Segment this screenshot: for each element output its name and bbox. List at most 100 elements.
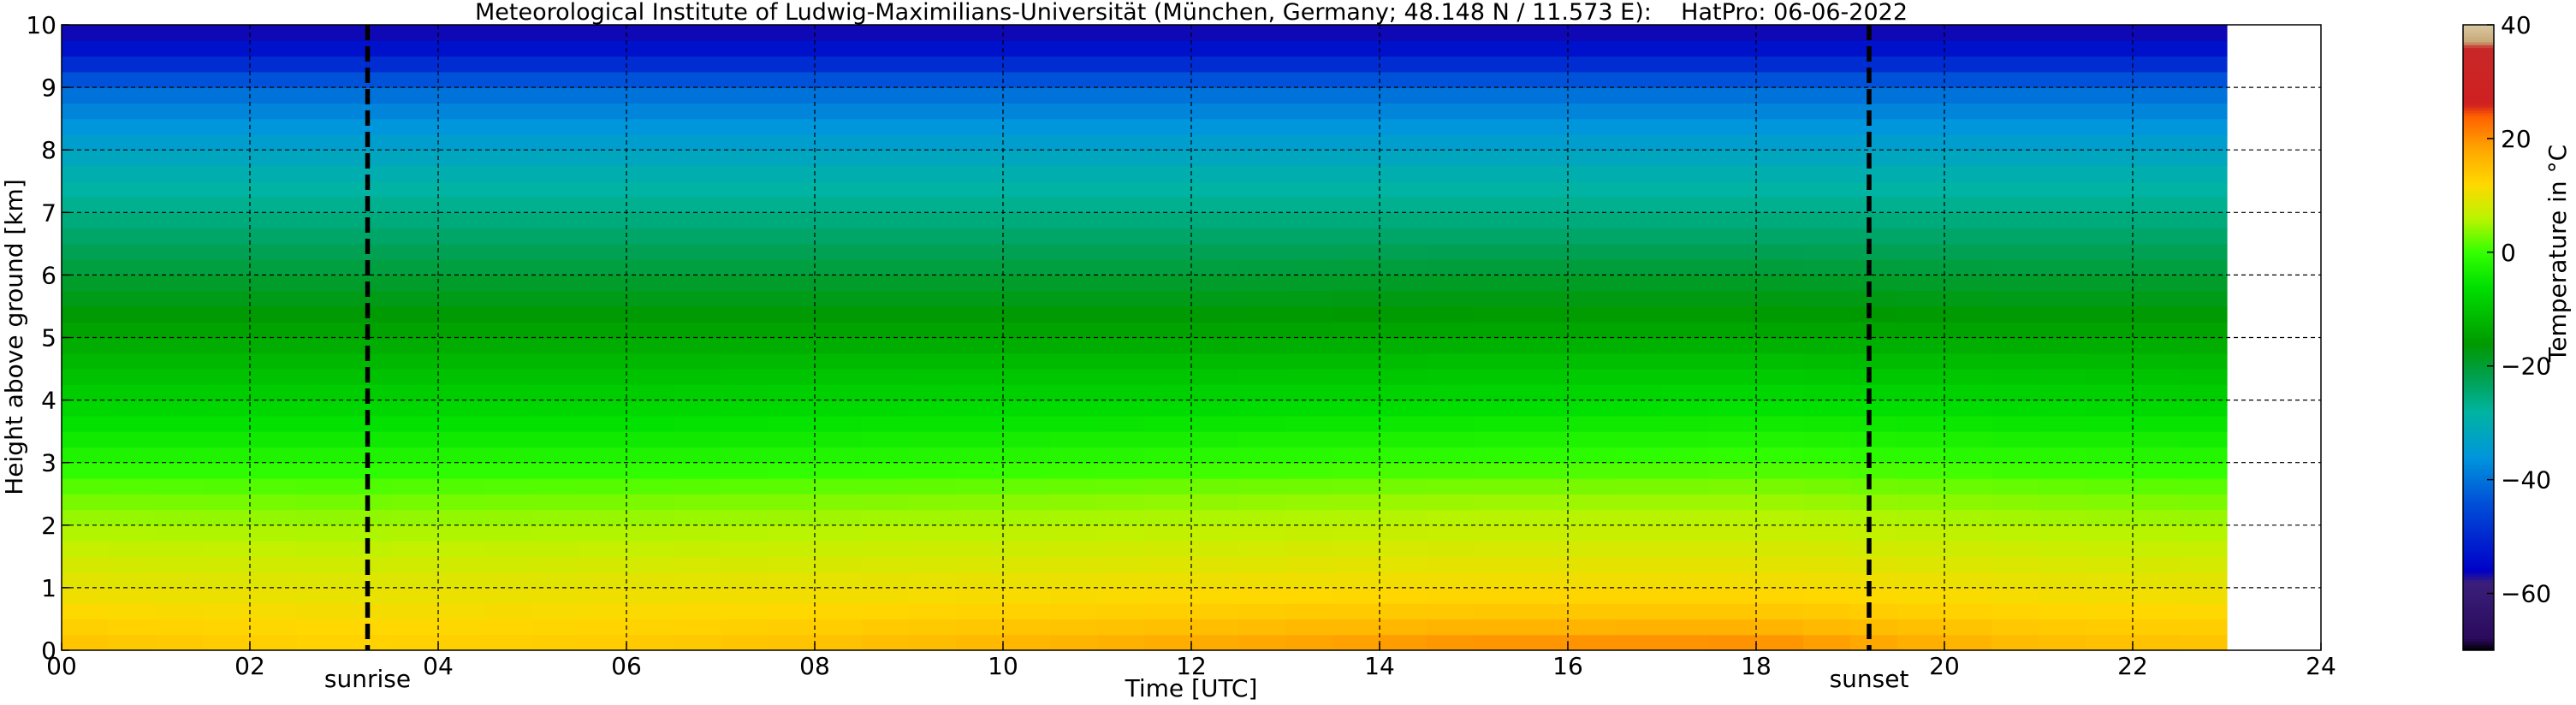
heatmap-cell [674, 572, 721, 589]
heatmap-cell [109, 150, 157, 167]
heatmap-cell [156, 228, 204, 245]
colorbar-segment [2463, 44, 2494, 49]
colorbar-segment [2463, 138, 2494, 142]
heatmap-cell [344, 337, 392, 354]
heatmap-cell [1756, 305, 1804, 323]
heatmap-cell [1662, 275, 1710, 292]
heatmap-cell [1003, 181, 1051, 198]
heatmap-cell [485, 290, 533, 307]
heatmap-cell [1050, 150, 1098, 167]
heatmap-cell [1191, 118, 1239, 135]
heatmap-cell [626, 369, 674, 385]
x-tick-label: 06 [611, 652, 642, 680]
heatmap-cell [1191, 259, 1239, 276]
heatmap-cell [721, 322, 769, 339]
heatmap-cell [1333, 118, 1380, 135]
heatmap-cell [956, 352, 1004, 370]
heatmap-cell [1144, 352, 1192, 370]
colorbar-segment [2463, 101, 2494, 105]
heatmap-cell [2086, 56, 2134, 73]
heatmap-cell [1191, 587, 1239, 604]
heatmap-cell [1991, 603, 2039, 620]
heatmap-cell [1568, 243, 1616, 260]
heatmap-cell [1850, 212, 1898, 229]
heatmap-cell [1803, 477, 1851, 495]
heatmap-cell [2086, 447, 2134, 464]
heatmap-cell [1709, 197, 1757, 213]
heatmap-cell [250, 87, 298, 104]
heatmap-cell [674, 56, 721, 73]
heatmap-cell [62, 305, 110, 323]
heatmap-cell [2133, 71, 2181, 88]
heatmap-cell [297, 212, 345, 229]
heatmap-cell [1474, 494, 1522, 511]
heatmap-cell [1756, 275, 1804, 292]
heatmap-cell [2039, 477, 2086, 495]
heatmap-cell [391, 384, 439, 401]
heatmap-cell [909, 181, 957, 198]
heatmap-cell [1050, 556, 1098, 573]
heatmap-cell [2180, 197, 2228, 213]
heatmap-cell [956, 494, 1004, 511]
heatmap-cell [1615, 259, 1663, 276]
colorbar-segment [2463, 593, 2494, 597]
heatmap-cell [2039, 384, 2086, 401]
heatmap-cell [1191, 384, 1239, 401]
heatmap-cell [1568, 556, 1616, 573]
colorbar-segment [2463, 206, 2494, 210]
heatmap-cell [250, 118, 298, 135]
heatmap-cell [2180, 431, 2228, 448]
colorbar-segment [2463, 431, 2494, 435]
heatmap-cell [909, 541, 957, 557]
heatmap-cell [956, 259, 1004, 276]
heatmap-cell [1991, 40, 2039, 57]
colorbar-segment [2463, 613, 2494, 617]
heatmap-cell [1050, 87, 1098, 104]
heatmap-cell [1050, 212, 1098, 229]
x-tick-label: 08 [799, 652, 830, 680]
heatmap-cell [485, 431, 533, 448]
heatmap-cell [909, 619, 957, 636]
heatmap-cell [1097, 619, 1145, 636]
heatmap-cell [1991, 524, 2039, 542]
heatmap-cell [2039, 56, 2086, 73]
heatmap-cell [485, 603, 533, 620]
heatmap-cell [2039, 228, 2086, 245]
heatmap-cell [721, 572, 769, 589]
heatmap-cell [2133, 243, 2181, 260]
colorbar-segment [2463, 570, 2494, 574]
colorbar-segment [2463, 281, 2494, 284]
heatmap-cell [1803, 431, 1851, 448]
heatmap-cell [862, 197, 910, 213]
colorbar-segment [2463, 47, 2494, 51]
heatmap-cell [862, 352, 910, 370]
colorbar-segment [2463, 201, 2494, 204]
heatmap-cell [1380, 305, 1427, 323]
heatmap-cell [579, 619, 627, 636]
heatmap-cell [297, 634, 345, 650]
heatmap-cell [815, 431, 863, 448]
heatmap-cell [1097, 462, 1145, 479]
heatmap-cell [1285, 228, 1333, 245]
heatmap-cell [1333, 524, 1380, 542]
heatmap-cell [532, 587, 580, 604]
heatmap-cell [626, 447, 674, 464]
heatmap-cell [1944, 71, 1992, 88]
heatmap-cell [579, 165, 627, 182]
heatmap-cell [956, 228, 1004, 245]
heatmap-cell [2180, 352, 2228, 370]
colorbar-segment [2463, 408, 2494, 412]
heatmap-cell [438, 603, 486, 620]
heatmap-cell [1474, 337, 1522, 354]
heatmap-cell [2180, 56, 2228, 73]
heatmap-cell [721, 587, 769, 604]
heatmap-cell [1144, 259, 1192, 276]
colorbar-segment [2463, 317, 2494, 322]
heatmap-cell [1521, 150, 1569, 167]
heatmap-cell [1285, 133, 1333, 151]
heatmap-cell [62, 259, 110, 276]
colorbar-segment [2463, 402, 2494, 406]
heatmap-cell [768, 87, 816, 104]
heatmap-cell [1803, 275, 1851, 292]
heatmap-cell [532, 619, 580, 636]
